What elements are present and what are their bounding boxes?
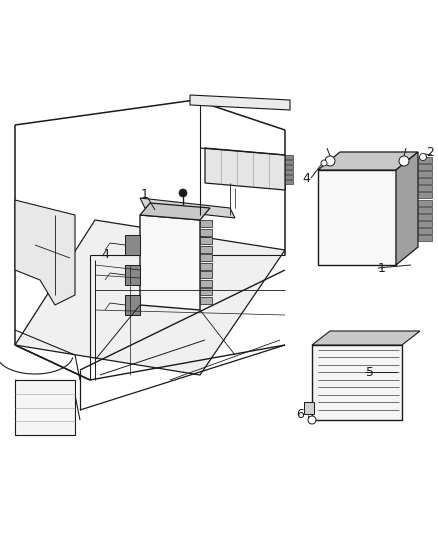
- Bar: [285, 155, 293, 159]
- Bar: [418, 199, 432, 206]
- Bar: [200, 262, 212, 270]
- Bar: [200, 229, 212, 236]
- Bar: [312, 345, 402, 420]
- Polygon shape: [15, 200, 75, 305]
- Bar: [15, 380, 75, 435]
- Circle shape: [399, 156, 409, 166]
- Polygon shape: [396, 152, 418, 265]
- Polygon shape: [312, 331, 420, 345]
- Bar: [418, 164, 432, 170]
- Polygon shape: [140, 203, 210, 220]
- Bar: [200, 288, 212, 295]
- Bar: [285, 165, 293, 169]
- Bar: [285, 160, 293, 164]
- Bar: [418, 214, 432, 220]
- Bar: [200, 254, 212, 261]
- Bar: [418, 178, 432, 184]
- Bar: [304, 402, 314, 414]
- Bar: [418, 185, 432, 191]
- Polygon shape: [140, 198, 235, 218]
- Polygon shape: [140, 215, 200, 310]
- Bar: [418, 221, 432, 227]
- Text: 4: 4: [302, 172, 310, 184]
- Bar: [418, 235, 432, 241]
- Circle shape: [308, 416, 316, 424]
- Bar: [125, 265, 140, 285]
- Bar: [318, 170, 396, 265]
- Text: 6: 6: [296, 408, 304, 422]
- Bar: [200, 246, 212, 253]
- Text: 4: 4: [101, 248, 109, 262]
- Bar: [200, 279, 212, 287]
- Bar: [200, 296, 212, 303]
- Text: 1: 1: [378, 262, 386, 274]
- Bar: [418, 228, 432, 234]
- Bar: [418, 207, 432, 213]
- Circle shape: [321, 160, 327, 166]
- Bar: [200, 237, 212, 244]
- Circle shape: [420, 154, 427, 160]
- Text: 5: 5: [366, 366, 374, 378]
- Polygon shape: [205, 148, 285, 190]
- Polygon shape: [15, 220, 285, 375]
- Bar: [418, 192, 432, 198]
- Bar: [125, 295, 140, 315]
- Circle shape: [325, 156, 335, 166]
- Polygon shape: [190, 95, 290, 110]
- Polygon shape: [318, 152, 418, 170]
- Bar: [418, 171, 432, 177]
- Bar: [418, 157, 432, 163]
- Bar: [200, 220, 212, 227]
- Bar: [285, 175, 293, 179]
- Bar: [125, 235, 140, 255]
- Bar: [200, 271, 212, 278]
- Circle shape: [179, 189, 187, 197]
- Bar: [285, 180, 293, 184]
- Text: 1: 1: [141, 189, 149, 201]
- Bar: [285, 170, 293, 174]
- Text: 2: 2: [426, 146, 434, 158]
